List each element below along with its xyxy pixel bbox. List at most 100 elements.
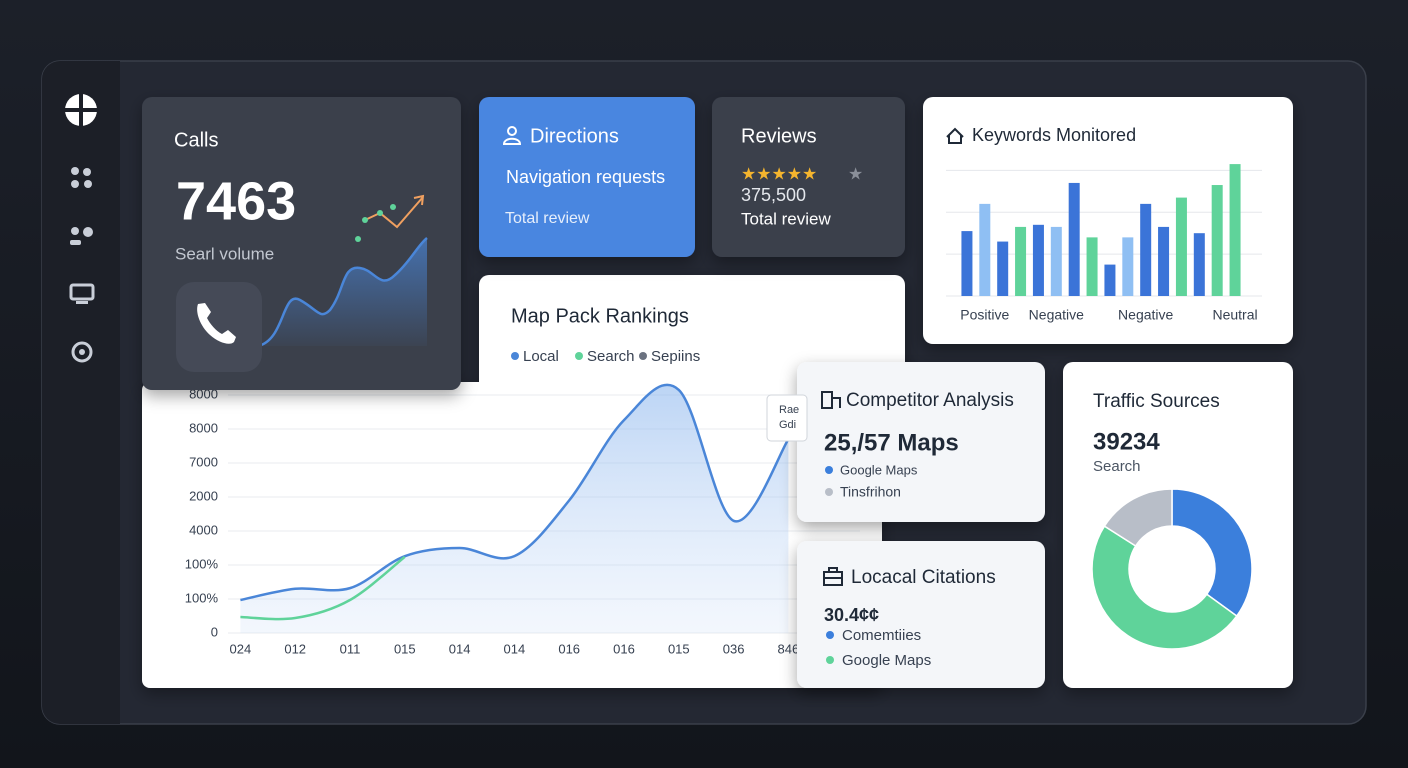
keywords-chart: Positive Negative Negative Neutral [946, 164, 1262, 323]
bar [1211, 185, 1223, 296]
sparkline-area [258, 238, 427, 346]
x-tick-label: 015 [394, 641, 416, 656]
line [240, 555, 406, 621]
legend-swatch [826, 656, 834, 664]
bar [1104, 264, 1116, 296]
x-tick-label: Neutral [1212, 307, 1257, 323]
legend-swatch [511, 352, 519, 360]
citations-card [797, 541, 1045, 688]
x-tick-label: 014 [449, 641, 471, 656]
legend-label: Search [587, 348, 635, 365]
y-tick-label: 8000 [189, 386, 218, 401]
competitor-legend: Tinsfrihon [840, 484, 901, 500]
legend-label: Local [523, 348, 559, 365]
bar [1175, 197, 1187, 296]
calls-title: Calls [174, 129, 218, 151]
bar [961, 231, 973, 296]
donut-slice [1103, 488, 1173, 547]
x-tick-label: 011 [340, 641, 361, 656]
sidebar [42, 61, 120, 724]
tooltip-text: Gdi [779, 419, 796, 431]
legend-swatch [575, 352, 583, 360]
phone-icon-bg [176, 282, 262, 372]
x-tick-label: 036 [723, 641, 745, 656]
y-tick-label: 100% [185, 556, 219, 571]
donut-slice [1171, 488, 1253, 618]
citations-legend: Comemtiies [842, 627, 921, 644]
svg-text:★★★★★: ★★★★★ [741, 164, 817, 183]
logo [64, 93, 98, 127]
nav-icons[interactable] [69, 167, 95, 363]
legend-swatch [826, 631, 834, 639]
bar [1140, 203, 1152, 296]
competitor-value: 25,/57 Maps [824, 429, 959, 456]
directions-icon [502, 126, 522, 145]
x-tick-label: 015 [668, 641, 690, 656]
reviews-value: 375,500 [741, 185, 806, 205]
line [240, 383, 790, 602]
svg-text:★: ★ [848, 164, 863, 183]
reviews-card [712, 97, 905, 257]
line-area [240, 384, 789, 633]
citations-legend: Google Maps [842, 652, 931, 669]
x-tick-label: 846 [778, 641, 800, 656]
citations-icon [823, 567, 843, 586]
tooltip [766, 394, 808, 442]
competitor-title: Competitor Analysis [846, 390, 1014, 411]
y-tick-label: 8000 [189, 420, 218, 435]
x-tick-label: 024 [230, 641, 252, 656]
bar [1050, 226, 1062, 296]
trend-dots [355, 204, 396, 242]
bar [1032, 224, 1044, 296]
bar [1122, 237, 1134, 296]
bar [1158, 226, 1170, 296]
rating-stars: ★★★★★ ★ [741, 164, 863, 183]
bar [1193, 233, 1205, 296]
x-tick-label: 012 [284, 641, 306, 656]
legend-swatch [825, 466, 833, 474]
bar [979, 203, 991, 296]
y-tick-label: 2000 [189, 488, 218, 503]
x-tick-label: Positive [960, 307, 1009, 323]
bar [1229, 164, 1241, 296]
trend-arrow [364, 194, 425, 229]
x-tick-label: 016 [558, 641, 580, 656]
keywords-title: Keywords Monitored [972, 125, 1136, 145]
bar [997, 241, 1009, 296]
legend-swatch [825, 488, 833, 496]
directions-card [479, 97, 695, 257]
phone-icon [197, 303, 236, 344]
map-pack-title: Map Pack Rankings [511, 305, 689, 327]
competitor-card [797, 362, 1045, 522]
bar [1068, 182, 1080, 296]
directions-subtitle: Navigation requests [506, 167, 665, 187]
legend-swatch [639, 352, 647, 360]
map-pack-chart: 0 100% 100% 4000 2000 7000 8000 8000 024 012 011 01… [185, 383, 860, 656]
traffic-donut [1091, 488, 1253, 650]
directions-title: Directions [530, 125, 619, 147]
directions-caption: Total review [505, 210, 590, 227]
citations-value: 30.4¢¢ [824, 605, 879, 625]
traffic-value: 39234 [1093, 428, 1160, 455]
x-tick-label: 014 [504, 641, 526, 656]
legend-label: Sepiins [651, 348, 700, 365]
calls-caption: Searl volume [175, 244, 274, 263]
reviews-title: Reviews [741, 125, 817, 147]
competitor-legend: Google Maps [840, 462, 918, 477]
traffic-caption: Search [1093, 458, 1141, 475]
calls-value: 7463 [176, 171, 296, 231]
x-tick-label: Negative [1118, 307, 1173, 323]
competitor-icon [821, 391, 841, 409]
reviews-caption: Total review [741, 209, 831, 228]
x-tick-label: 016 [613, 641, 635, 656]
citations-title: Locacal Citations [851, 567, 996, 588]
keywords-icon [946, 127, 964, 144]
y-tick-label: 7000 [189, 454, 218, 469]
x-tick-label: Negative [1029, 307, 1084, 323]
y-tick-label: 0 [211, 624, 218, 639]
bar [1015, 226, 1027, 296]
donut-slice [1091, 525, 1238, 650]
y-tick-label: 100% [185, 590, 219, 605]
traffic-title: Traffic Sources [1093, 391, 1220, 412]
